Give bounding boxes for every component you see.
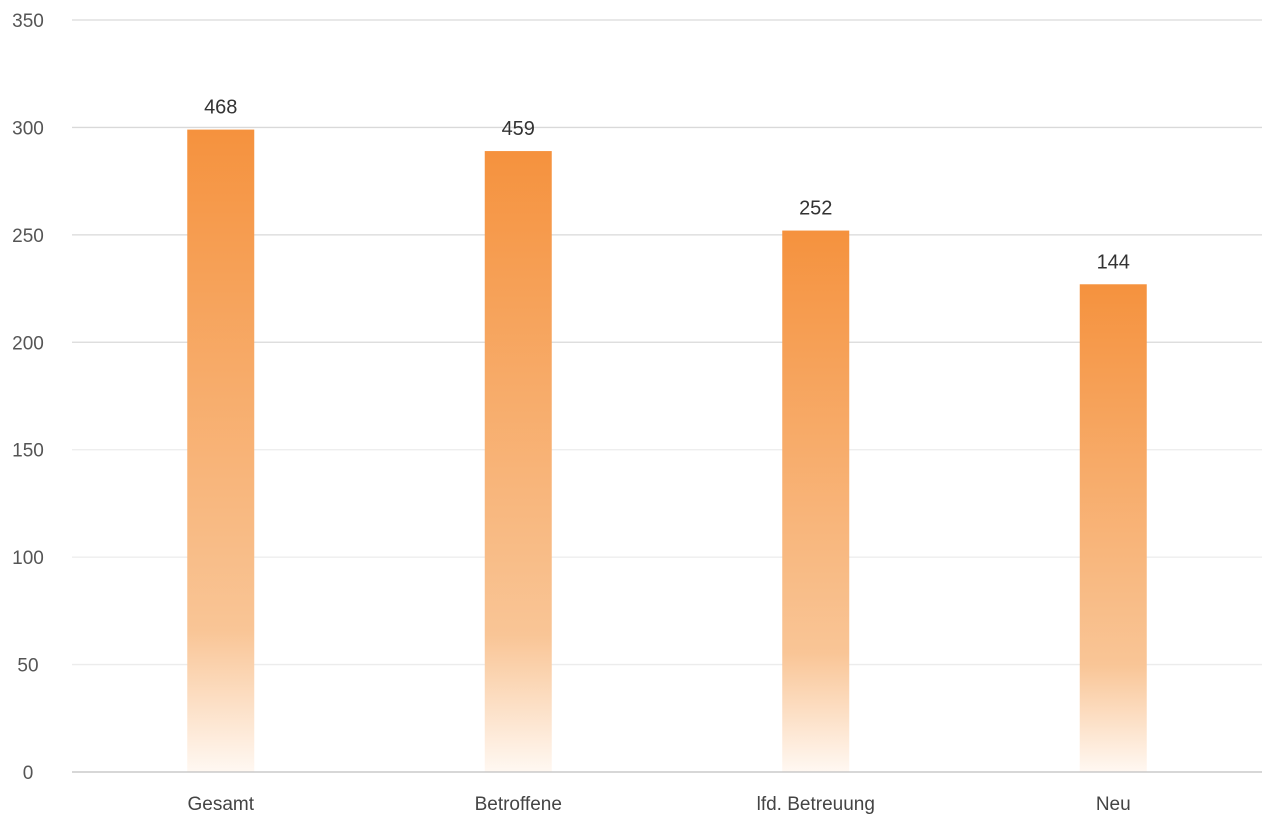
x-category-label: Gesamt	[187, 794, 254, 815]
x-category-label: lfd. Betreuung	[757, 794, 875, 815]
gridlines	[72, 19, 1262, 666]
y-tick-label: 0	[23, 763, 34, 784]
y-tick-label: 250	[12, 226, 44, 247]
data-label: 252	[799, 198, 832, 220]
y-tick-label: 200	[12, 333, 44, 354]
y-tick-label: 150	[12, 441, 44, 462]
bar	[484, 151, 552, 772]
data-label: 459	[502, 118, 535, 140]
bar	[782, 230, 850, 772]
data-label: 144	[1097, 251, 1130, 273]
bar	[1079, 284, 1147, 772]
x-category-label: Neu	[1096, 794, 1131, 815]
x-category-label: Betroffene	[475, 794, 562, 815]
x-axis-category-labels: Gesamt Betroffene lfd. Betreuung Neu	[187, 794, 1130, 815]
y-tick-label: 350	[12, 11, 44, 32]
y-tick-label: 100	[12, 548, 44, 569]
data-label: 468	[204, 97, 237, 119]
y-tick-label: 50	[17, 656, 38, 677]
data-labels: 468 459 252 144	[204, 97, 1130, 274]
bar	[187, 129, 255, 772]
bars	[187, 129, 1147, 772]
y-axis-tick-labels: 0 50 100 150 200 250 300 350	[12, 11, 44, 784]
y-tick-label: 300	[12, 118, 44, 139]
